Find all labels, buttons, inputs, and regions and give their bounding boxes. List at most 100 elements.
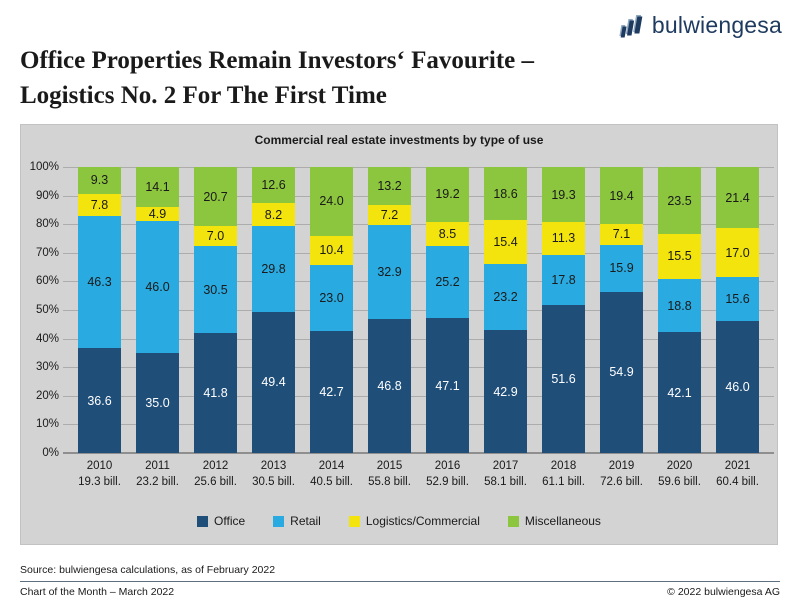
- bar-value-label: 8.2: [264, 207, 283, 222]
- gridline: [63, 310, 774, 311]
- bar-segment-2016-logistics-commercial: 8.5: [426, 221, 469, 247]
- bar-value-label: 19.2: [435, 187, 460, 202]
- gridline: [63, 395, 774, 397]
- x-label-2015: 2015 55.8 bill.: [368, 459, 411, 490]
- bar-segment-2021-miscellaneous: 21.4: [716, 167, 759, 229]
- bar-value-label: 19.4: [609, 188, 634, 203]
- bar-value-label: 46.0: [725, 380, 750, 395]
- bar-segment-2013-office: 49.4: [252, 311, 295, 453]
- bar-value-label: 9.3: [90, 173, 109, 188]
- x-label-2014: 2014 40.5 bill.: [310, 459, 353, 490]
- legend-item-miscellaneous: Miscellaneous: [507, 514, 601, 528]
- bar-segment-2020-office: 42.1: [658, 332, 701, 454]
- bar-segment-2011-retail: 46.0: [136, 221, 179, 353]
- x-label-2011: 2011 23.2 bill.: [136, 459, 179, 490]
- bar-value-label: 23.2: [493, 290, 518, 305]
- x-label-total: 40.5 bill.: [310, 475, 353, 488]
- gridline: [63, 167, 774, 168]
- bar-value-label: 21.4: [725, 190, 750, 205]
- bar-value-label: 41.8: [203, 386, 228, 401]
- bar-value-label: 17.8: [551, 272, 576, 287]
- bar-value-label: 47.1: [435, 378, 460, 393]
- chart-body: 0% 10% 20% 30% 40% 50% 60% 70% 80% 90% 100% 9.3 7.8…: [21, 161, 777, 459]
- bar-value-label: 17.0: [725, 245, 750, 260]
- bar-value-label: 7.1: [612, 227, 631, 242]
- bar-segment-2010-office: 36.6: [78, 348, 121, 453]
- bar-segment-2015-office: 46.8: [368, 319, 411, 454]
- chart-panel: Commercial real estate investments by ty…: [20, 124, 778, 545]
- bar-segment-2013-miscellaneous: 12.6: [252, 167, 295, 204]
- bar-segment-2010-miscellaneous: 9.3: [78, 167, 121, 194]
- x-axis-labels: 2010 19.3 bill. 2011 23.2 bill. 2012 25.6 bil…: [63, 459, 774, 490]
- bar-2012: 20.7 7.0 30.5 41.8: [194, 167, 237, 453]
- bar-value-label: 13.2: [377, 178, 402, 193]
- x-label-year: 2019: [608, 460, 635, 472]
- bar-value-label: 4.9: [148, 207, 167, 222]
- source-note: Source: bulwiengesa calculations, as of …: [20, 564, 276, 576]
- bar-value-label: 46.8: [377, 379, 402, 394]
- bar-segment-2013-retail: 29.8: [252, 226, 295, 312]
- legend-swatch-icon: [348, 515, 360, 527]
- bar-2020: 23.5 15.5 18.8 42.1: [658, 167, 701, 454]
- x-label-year: 2021: [724, 460, 751, 472]
- legend-label: Logistics/Commercial: [365, 514, 480, 528]
- bar-2017: 18.6 15.4 23.2 42.9: [484, 167, 527, 453]
- bar-segment-2019-logistics-commercial: 7.1: [600, 224, 643, 245]
- bar-segment-2017-miscellaneous: 18.6: [484, 167, 527, 221]
- x-label-total: 25.6 bill.: [194, 475, 237, 488]
- bar-segment-2011-office: 35.0: [136, 352, 179, 453]
- bar-segment-2014-office: 42.7: [310, 331, 353, 454]
- legend-label: Miscellaneous: [524, 514, 601, 528]
- bar-value-label: 18.8: [667, 298, 692, 313]
- bar-value-label: 46.0: [145, 280, 170, 295]
- bar-segment-2011-logistics-commercial: 4.9: [136, 207, 179, 222]
- bar-2016: 19.2 8.5 25.2 47.1: [426, 167, 469, 453]
- bar-segment-2018-logistics-commercial: 11.3: [542, 222, 585, 255]
- footer-left-text: Chart of the Month – March 2022: [20, 586, 175, 598]
- x-label-year: 2015: [376, 460, 403, 472]
- legend-item-logistics-commercial: Logistics/Commercial: [348, 514, 480, 528]
- bar-segment-2019-retail: 15.9: [600, 244, 643, 292]
- bar-value-label: 54.9: [609, 365, 634, 380]
- gridline: [63, 224, 774, 226]
- bar-2018: 19.3 11.3 17.8 51.6: [542, 167, 585, 453]
- bar-segment-2018-miscellaneous: 19.3: [542, 167, 585, 223]
- bar-2015: 13.2 7.2 32.9 46.8: [368, 167, 411, 454]
- bar-segment-2011-miscellaneous: 14.1: [136, 167, 179, 208]
- bar-segment-2020-retail: 18.8: [658, 278, 701, 333]
- y-tick-label: 90%: [35, 189, 59, 202]
- bar-segment-2018-retail: 17.8: [542, 254, 585, 306]
- bar-segment-2010-retail: 46.3: [78, 215, 121, 349]
- bar-segment-2018-office: 51.6: [542, 305, 585, 453]
- bar-value-label: 32.9: [377, 265, 402, 280]
- bar-value-label: 7.0: [206, 229, 225, 244]
- bar-2019: 19.4 7.1 15.9 54.9: [600, 167, 643, 454]
- bar-value-label: 18.6: [493, 186, 518, 201]
- bar-value-label: 20.7: [203, 189, 228, 204]
- bar-segment-2016-retail: 25.2: [426, 246, 469, 319]
- x-label-2010: 2010 19.3 bill.: [78, 459, 121, 490]
- bar-segment-2014-retail: 23.0: [310, 265, 353, 332]
- bar-segment-2012-logistics-commercial: 7.0: [194, 226, 237, 247]
- page-title-line1: Office Properties Remain Investors‘ Favo…: [20, 47, 534, 74]
- gridline: [63, 281, 774, 283]
- x-label-year: 2017: [492, 460, 519, 472]
- page-title: Office Properties Remain Investors‘ Favo…: [20, 44, 534, 113]
- bars: 9.3 7.8 46.3 36.6 14.1 4.9 46.0 35.0 20.7 7.0 30.5…: [63, 167, 774, 454]
- x-label-2016: 2016 52.9 bill.: [426, 459, 469, 490]
- bar-segment-2020-logistics-commercial: 15.5: [658, 234, 701, 279]
- bar-segment-2016-office: 47.1: [426, 318, 469, 453]
- gridline: [63, 367, 774, 369]
- x-label-total: 58.1 bill.: [484, 475, 527, 488]
- x-label-total: 19.3 bill.: [78, 475, 121, 488]
- y-tick-label: 100%: [29, 161, 59, 173]
- y-tick-label: 20%: [35, 389, 59, 402]
- bar-segment-2015-retail: 32.9: [368, 225, 411, 320]
- x-axis-line: [63, 452, 774, 454]
- bar-2021: 21.4 17.0 15.6 46.0: [716, 167, 759, 453]
- legend-swatch-icon: [273, 515, 285, 527]
- x-label-year: 2020: [666, 460, 693, 472]
- legend-item-office: Office: [197, 514, 245, 528]
- bar-2014: 24.0 10.4 23.0 42.7: [310, 167, 353, 454]
- x-label-year: 2013: [260, 460, 287, 472]
